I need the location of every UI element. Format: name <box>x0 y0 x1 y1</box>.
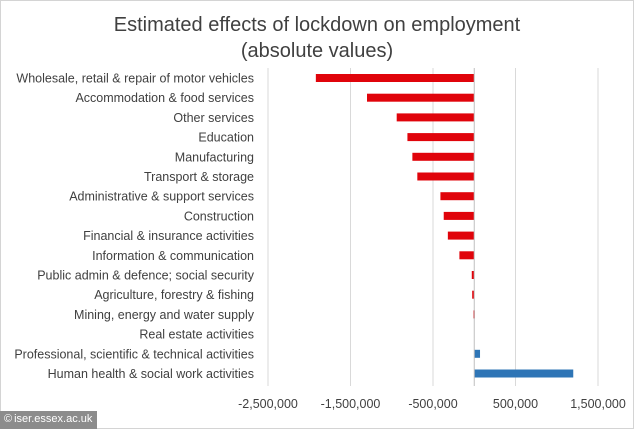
x-tick-label-4: 1,500,000 <box>570 397 626 411</box>
bar-6 <box>440 192 475 201</box>
watermark: © iser.essex.ac.uk <box>0 411 98 429</box>
watermark-text: iser.essex.ac.uk <box>14 413 93 425</box>
bar-8 <box>447 231 475 240</box>
category-label-6: Administrative & support services <box>69 190 254 204</box>
bar-11 <box>472 290 475 299</box>
category-label-12: Mining, energy and water supply <box>74 308 255 322</box>
bar-14 <box>474 349 481 358</box>
category-label-11: Agriculture, forestry & fishing <box>94 288 254 302</box>
category-label-0: Wholesale, retail & repair of motor vehi… <box>16 72 254 86</box>
category-label-15: Human health & social work activities <box>48 367 254 381</box>
bar-0 <box>315 74 475 82</box>
category-label-1: Accommodation & food services <box>75 91 254 105</box>
category-label-5: Transport & storage <box>144 170 254 184</box>
bar-7 <box>443 211 475 220</box>
bar-2 <box>396 113 475 122</box>
category-label-7: Construction <box>184 209 254 223</box>
category-label-3: Education <box>198 131 254 145</box>
category-label-4: Manufacturing <box>175 150 254 164</box>
bar-9 <box>459 251 475 260</box>
category-label-2: Other services <box>173 111 254 125</box>
x-tick-label-3: 500,000 <box>493 397 538 411</box>
bar-4 <box>412 152 475 161</box>
copyright-symbol: © <box>4 413 13 425</box>
x-tick-label-2: -500,000 <box>408 397 457 411</box>
category-label-10: Public admin & defence; social security <box>37 269 255 283</box>
category-label-13: Real estate activities <box>139 328 254 342</box>
chart-subtitle: (absolute values) <box>240 40 394 62</box>
chart-title: Estimated effects of lockdown on employm… <box>113 14 521 36</box>
bar-5 <box>417 172 475 181</box>
x-tick-label-0: -2,500,000 <box>238 397 298 411</box>
x-tick-label-1: -1,500,000 <box>321 397 381 411</box>
category-label-14: Professional, scientific & technical act… <box>14 347 254 361</box>
category-label-9: Information & communication <box>92 249 254 263</box>
bar-3 <box>407 133 475 142</box>
category-label-8: Financial & insurance activities <box>83 229 254 243</box>
bar-15 <box>474 369 574 378</box>
bar-1 <box>367 93 475 102</box>
bar-10 <box>471 271 475 279</box>
chart-title-block: Estimated effects of lockdown on employm… <box>0 12 634 64</box>
